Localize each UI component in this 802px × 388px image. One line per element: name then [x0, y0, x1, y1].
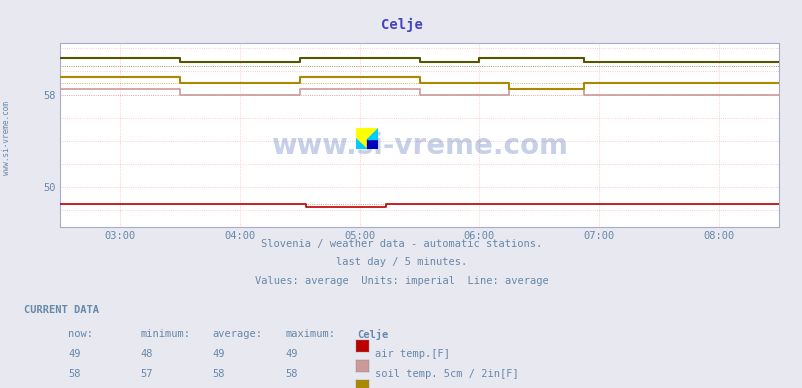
Polygon shape [367, 128, 378, 139]
Text: air temp.[F]: air temp.[F] [375, 349, 449, 359]
Text: maximum:: maximum: [285, 329, 334, 339]
Text: www.si-vreme.com: www.si-vreme.com [271, 132, 567, 160]
Text: 58: 58 [68, 369, 81, 379]
Text: average:: average: [213, 329, 262, 339]
Text: 49: 49 [213, 349, 225, 359]
Text: now:: now: [68, 329, 93, 339]
Text: 58: 58 [213, 369, 225, 379]
Text: Values: average  Units: imperial  Line: average: Values: average Units: imperial Line: av… [254, 276, 548, 286]
Text: CURRENT DATA: CURRENT DATA [24, 305, 99, 315]
Text: 49: 49 [285, 349, 298, 359]
Polygon shape [355, 139, 367, 149]
Text: www.si-vreme.com: www.si-vreme.com [2, 101, 11, 175]
Text: 49: 49 [68, 349, 81, 359]
Bar [367, 139, 378, 149]
Text: soil temp. 5cm / 2in[F]: soil temp. 5cm / 2in[F] [375, 369, 518, 379]
Text: minimum:: minimum: [140, 329, 190, 339]
Text: Celje: Celje [380, 17, 422, 31]
Text: Slovenia / weather data - automatic stations.: Slovenia / weather data - automatic stat… [261, 239, 541, 249]
Text: Celje: Celje [357, 329, 388, 340]
Text: last day / 5 minutes.: last day / 5 minutes. [335, 257, 467, 267]
Text: 57: 57 [140, 369, 153, 379]
Text: 58: 58 [285, 369, 298, 379]
Text: 48: 48 [140, 349, 153, 359]
